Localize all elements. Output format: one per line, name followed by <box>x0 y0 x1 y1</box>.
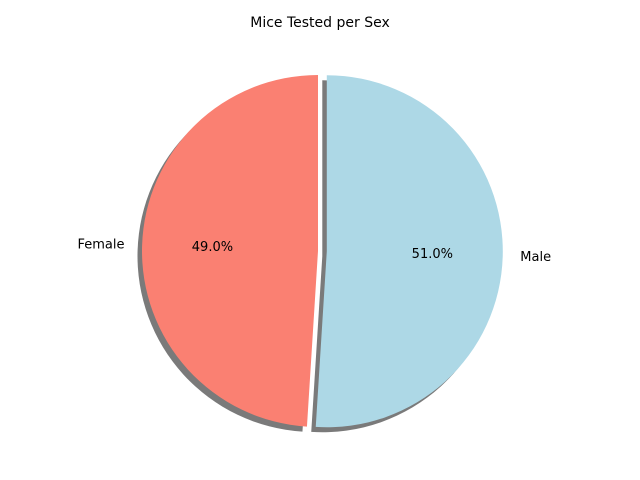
slice-label-male: Male <box>520 250 551 265</box>
slice-percent-female: 49.0% <box>192 240 233 255</box>
label-layer: Female 49.0% Male 51.0% <box>77 237 551 264</box>
pie-slice-male <box>315 75 503 428</box>
slice-label-female: Female <box>77 237 124 252</box>
slice-layer <box>142 75 503 428</box>
pie-slice-female <box>142 75 318 427</box>
chart-title: Mice Tested per Sex <box>250 15 390 31</box>
slice-percent-male: 51.0% <box>412 247 453 262</box>
